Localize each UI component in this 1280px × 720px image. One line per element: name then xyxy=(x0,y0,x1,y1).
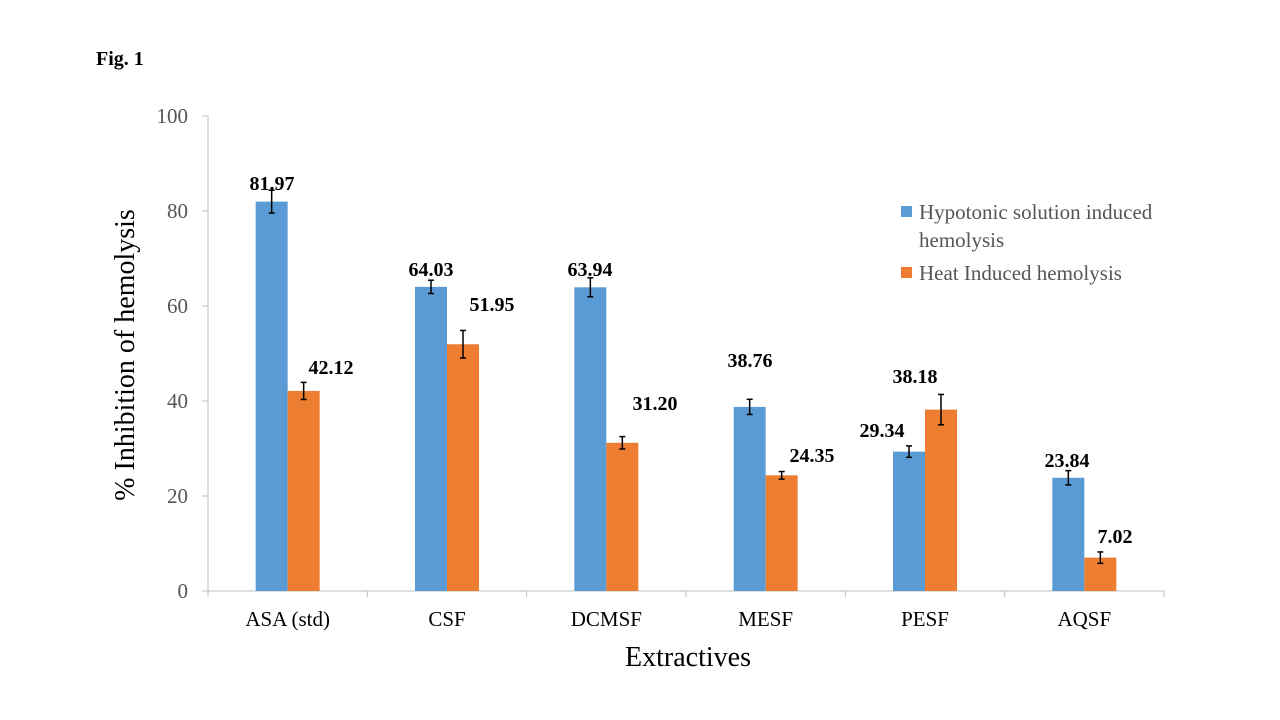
y-axis-title: % Inhibition of hemolysis xyxy=(110,209,141,501)
bar-hypotonic xyxy=(893,451,925,591)
x-category-label: DCMSF xyxy=(571,607,642,631)
bar-heat xyxy=(287,390,320,591)
y-tick-label: 60 xyxy=(167,294,188,318)
y-tick-label: 0 xyxy=(178,579,189,603)
x-category-label: ASA (std) xyxy=(245,607,330,631)
x-category-label: AQSF xyxy=(1057,607,1111,631)
data-label: 23.84 xyxy=(1045,450,1090,472)
data-label: 42.12 xyxy=(309,357,354,379)
data-label: 64.03 xyxy=(409,259,454,281)
data-label: 81.97 xyxy=(250,173,295,195)
figure-label: Fig. 1 xyxy=(96,48,144,70)
data-label: 24.35 xyxy=(790,445,835,467)
x-category-label: PESF xyxy=(901,607,949,631)
y-tick-label: 100 xyxy=(157,104,189,128)
x-category-label: MESF xyxy=(738,607,793,631)
chart-axes: 0 20 40 60 80 100 ASA (std) CSF DCMSF MESF PESF AQS… xyxy=(157,104,1165,631)
legend-swatch xyxy=(901,267,912,278)
legend-entry: Heat Induced hemolysis xyxy=(919,261,1122,285)
chart-bars: 81.97 64.03 63.94 38.76 29.34 23.84 42.12 51.95… xyxy=(250,173,1133,591)
bar-hypotonic xyxy=(415,286,447,591)
y-tick-label: 80 xyxy=(167,199,188,223)
bar-hypotonic xyxy=(733,406,766,591)
bar-heat xyxy=(765,475,798,591)
bar-hypotonic xyxy=(255,201,288,591)
y-tick-label: 20 xyxy=(167,484,188,508)
data-label: 7.02 xyxy=(1098,526,1133,548)
data-label: 38.18 xyxy=(893,366,938,388)
data-label: 51.95 xyxy=(470,294,515,316)
data-label: 31.20 xyxy=(633,393,678,415)
data-label: 38.76 xyxy=(728,350,773,372)
data-label: 29.34 xyxy=(860,420,905,442)
bar-heat xyxy=(447,344,479,591)
legend-entry: hemolysis xyxy=(919,228,1004,252)
y-tick-label: 40 xyxy=(167,389,188,413)
legend-swatch xyxy=(901,206,912,217)
bar-heat xyxy=(925,409,957,591)
data-label: 63.94 xyxy=(568,259,613,281)
legend-entry: Hypotonic solution induced xyxy=(919,200,1153,224)
bar-hypotonic xyxy=(574,287,607,591)
x-axis-title: Extractives xyxy=(625,642,751,673)
bar-heat xyxy=(606,442,639,591)
chart-legend: Hypotonic solution induced hemolysis Heat … xyxy=(901,200,1153,285)
x-category-label: CSF xyxy=(428,607,465,631)
bar-hypotonic xyxy=(1052,477,1085,591)
